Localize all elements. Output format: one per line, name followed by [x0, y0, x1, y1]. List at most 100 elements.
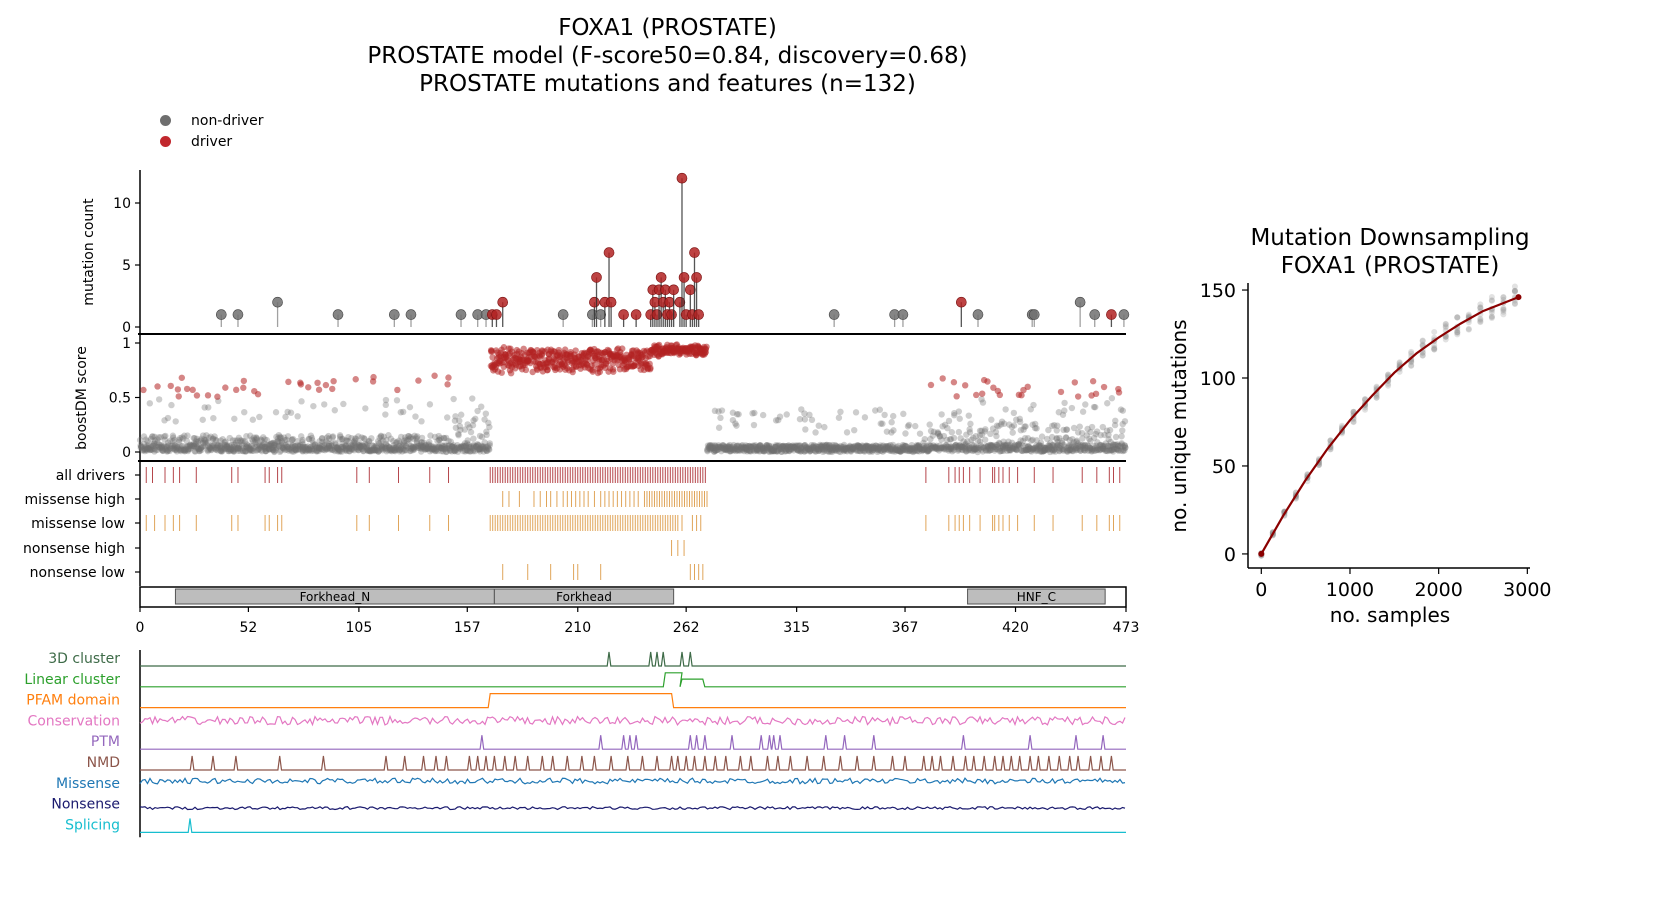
score-point — [213, 444, 220, 451]
downsample-point — [1419, 338, 1426, 345]
score-point — [138, 443, 145, 451]
score-point — [170, 445, 177, 453]
score-point — [238, 437, 245, 444]
score-point — [192, 440, 200, 448]
score-point — [248, 446, 255, 453]
score-point — [292, 447, 300, 454]
score-point — [837, 408, 844, 416]
score-point — [241, 447, 249, 455]
score-point — [253, 443, 260, 451]
score-point — [305, 435, 313, 443]
score-point — [161, 443, 168, 450]
score-point — [288, 436, 296, 443]
score-point — [151, 445, 158, 453]
score-point — [413, 435, 420, 443]
score-point — [342, 445, 350, 453]
score-point — [405, 441, 413, 448]
score-point — [321, 446, 329, 454]
score-point — [355, 441, 362, 448]
score-point — [1002, 406, 1009, 413]
lollipop-head — [589, 296, 600, 308]
track-label: Missense — [56, 776, 120, 792]
score-point — [397, 444, 405, 451]
score-point — [355, 443, 362, 451]
score-point — [291, 443, 299, 450]
lollipop-head — [676, 172, 688, 184]
score-point — [210, 441, 218, 449]
score-point — [358, 445, 366, 453]
score-point — [169, 438, 176, 445]
score-point — [257, 436, 265, 443]
score-point — [373, 446, 380, 454]
x-tick-label: 473 — [1113, 620, 1140, 636]
score-point — [209, 435, 217, 442]
score-point — [145, 441, 152, 449]
score-point — [610, 368, 617, 375]
score-point — [387, 446, 395, 453]
score-point — [159, 447, 166, 454]
y-tick-label: 0 — [1224, 544, 1236, 566]
score-point — [318, 442, 326, 450]
score-point — [783, 411, 790, 418]
score-point — [305, 384, 312, 391]
score-point — [396, 446, 404, 453]
score-point — [402, 443, 410, 450]
score-point — [193, 392, 201, 399]
score-point — [384, 446, 392, 454]
score-point — [420, 444, 427, 451]
score-point — [223, 443, 231, 450]
x-tick-label: 315 — [783, 620, 810, 636]
score-point — [271, 441, 279, 448]
score-point — [288, 443, 296, 450]
score-point — [349, 446, 356, 453]
score-point — [164, 447, 171, 455]
score-point — [178, 446, 186, 453]
score-point — [1021, 423, 1028, 430]
score-point — [306, 446, 313, 453]
score-point — [485, 445, 493, 453]
score-point — [378, 443, 385, 450]
score-point — [277, 434, 285, 441]
score-point — [364, 440, 371, 447]
score-point — [208, 443, 215, 450]
score-point — [948, 429, 956, 436]
track-label: NMD — [87, 755, 120, 771]
track-label: Nonsense — [51, 797, 120, 813]
score-point — [256, 441, 263, 449]
score-point — [280, 445, 287, 452]
score-point — [258, 447, 266, 455]
score-point — [289, 435, 297, 443]
lollipop-head — [630, 309, 642, 320]
score-point — [139, 446, 147, 454]
score-point — [1010, 422, 1018, 429]
score-point — [315, 444, 322, 452]
score-point — [185, 445, 193, 453]
score-point — [332, 441, 340, 448]
score-point — [294, 438, 301, 445]
score-point — [218, 446, 226, 454]
lollipop-head — [603, 247, 615, 258]
score-point — [151, 433, 158, 441]
score-point — [410, 445, 417, 452]
row-label: nonsense low — [30, 565, 125, 581]
score-point — [390, 441, 398, 449]
row-label: missense high — [25, 492, 125, 508]
score-point — [235, 434, 243, 442]
lollipop-head — [232, 309, 244, 320]
score-point — [370, 445, 377, 452]
score-point — [190, 434, 197, 442]
score-point — [409, 435, 417, 442]
score-point — [387, 446, 394, 453]
score-point — [410, 443, 417, 451]
score-point — [326, 444, 334, 451]
score-point — [223, 445, 230, 453]
score-point — [143, 445, 151, 453]
score-point — [1119, 407, 1127, 414]
score-point — [333, 444, 341, 451]
score-point — [265, 442, 273, 449]
score-point — [434, 444, 441, 451]
score-point — [413, 434, 420, 441]
score-point — [1079, 408, 1087, 415]
score-point — [262, 447, 270, 455]
score-point — [336, 432, 344, 439]
